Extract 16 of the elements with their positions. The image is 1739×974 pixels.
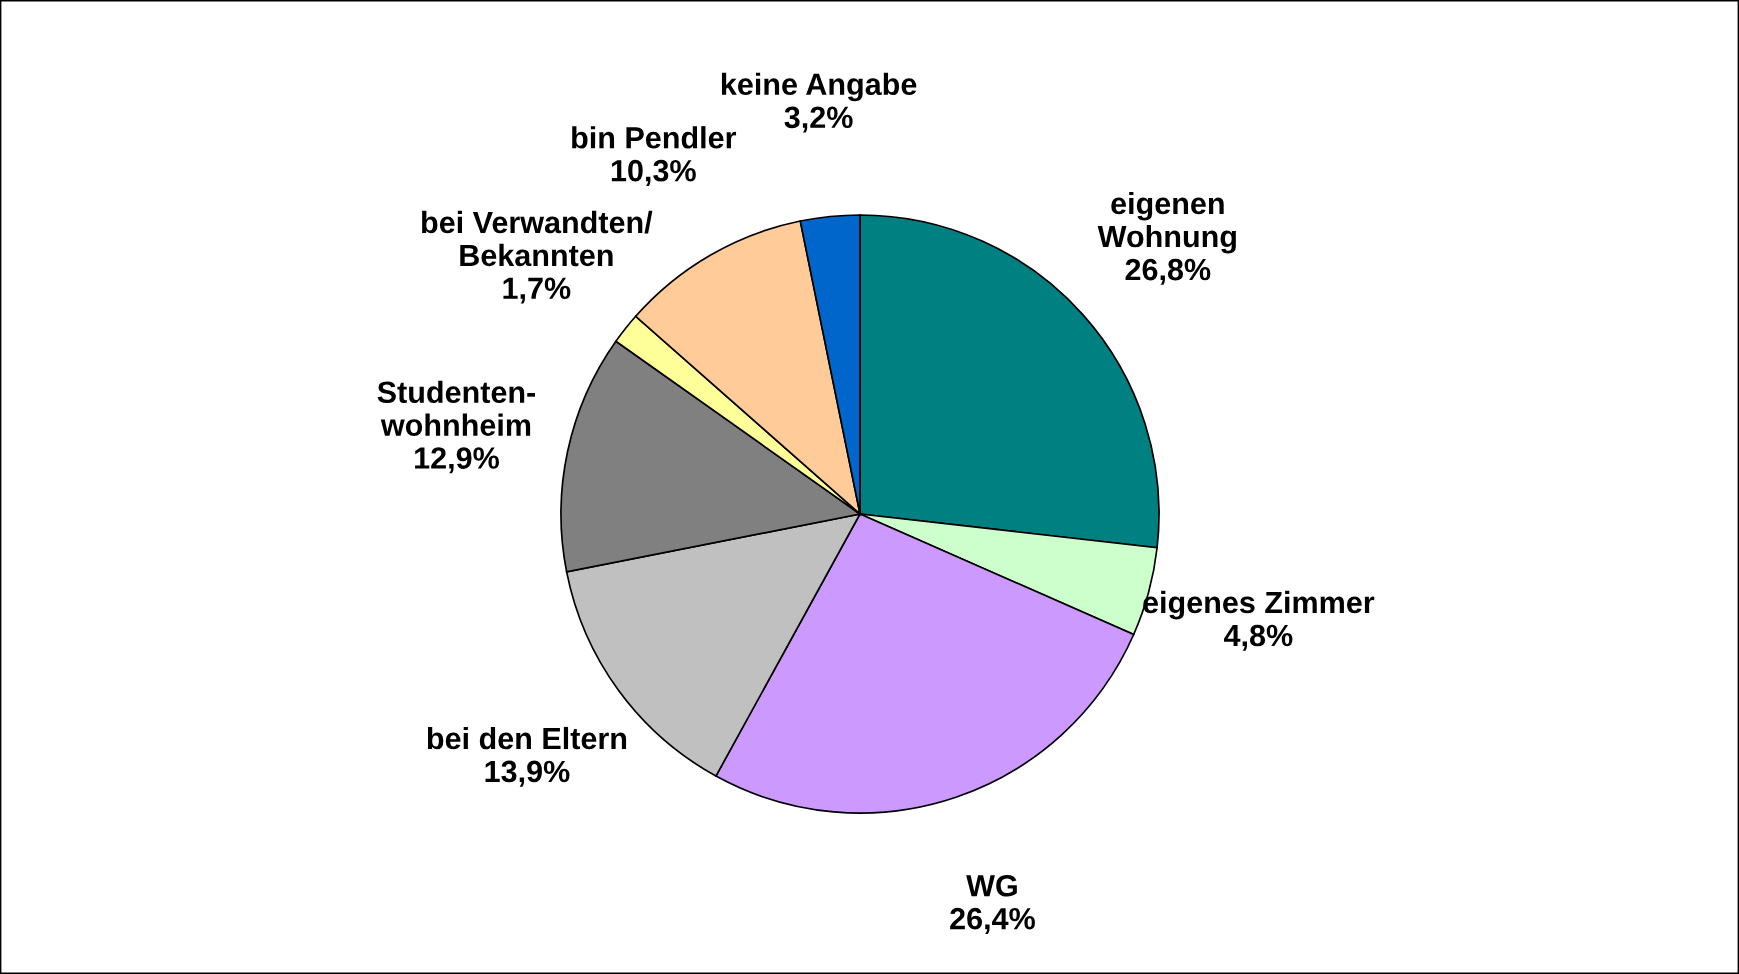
data-label: 13,9% [485, 760, 570, 787]
slice-label: bin Pendler [572, 126, 737, 149]
data-label: 1,7% [503, 277, 571, 304]
slice-label: keine Angabe [721, 72, 917, 102]
data-label: 4,8% [1224, 624, 1293, 651]
data-label: 10,3% [611, 159, 696, 186]
slice-label: bei Verwandten/ Bekannten [422, 210, 653, 267]
slice-label: eigenes Zimmer [1143, 590, 1375, 620]
slice-label: WG [966, 874, 1017, 897]
data-label: 12,9% [415, 447, 499, 474]
data-label: 3,2% [784, 106, 853, 133]
data-label: 26,8% [1125, 258, 1211, 285]
slice-label: Studenten- wohnheim [377, 380, 536, 436]
slice-label: bei den Eltern [427, 726, 627, 750]
slice-label: eigenen Wohnung [1097, 191, 1236, 254]
data-label: 26,4% [950, 907, 1035, 934]
